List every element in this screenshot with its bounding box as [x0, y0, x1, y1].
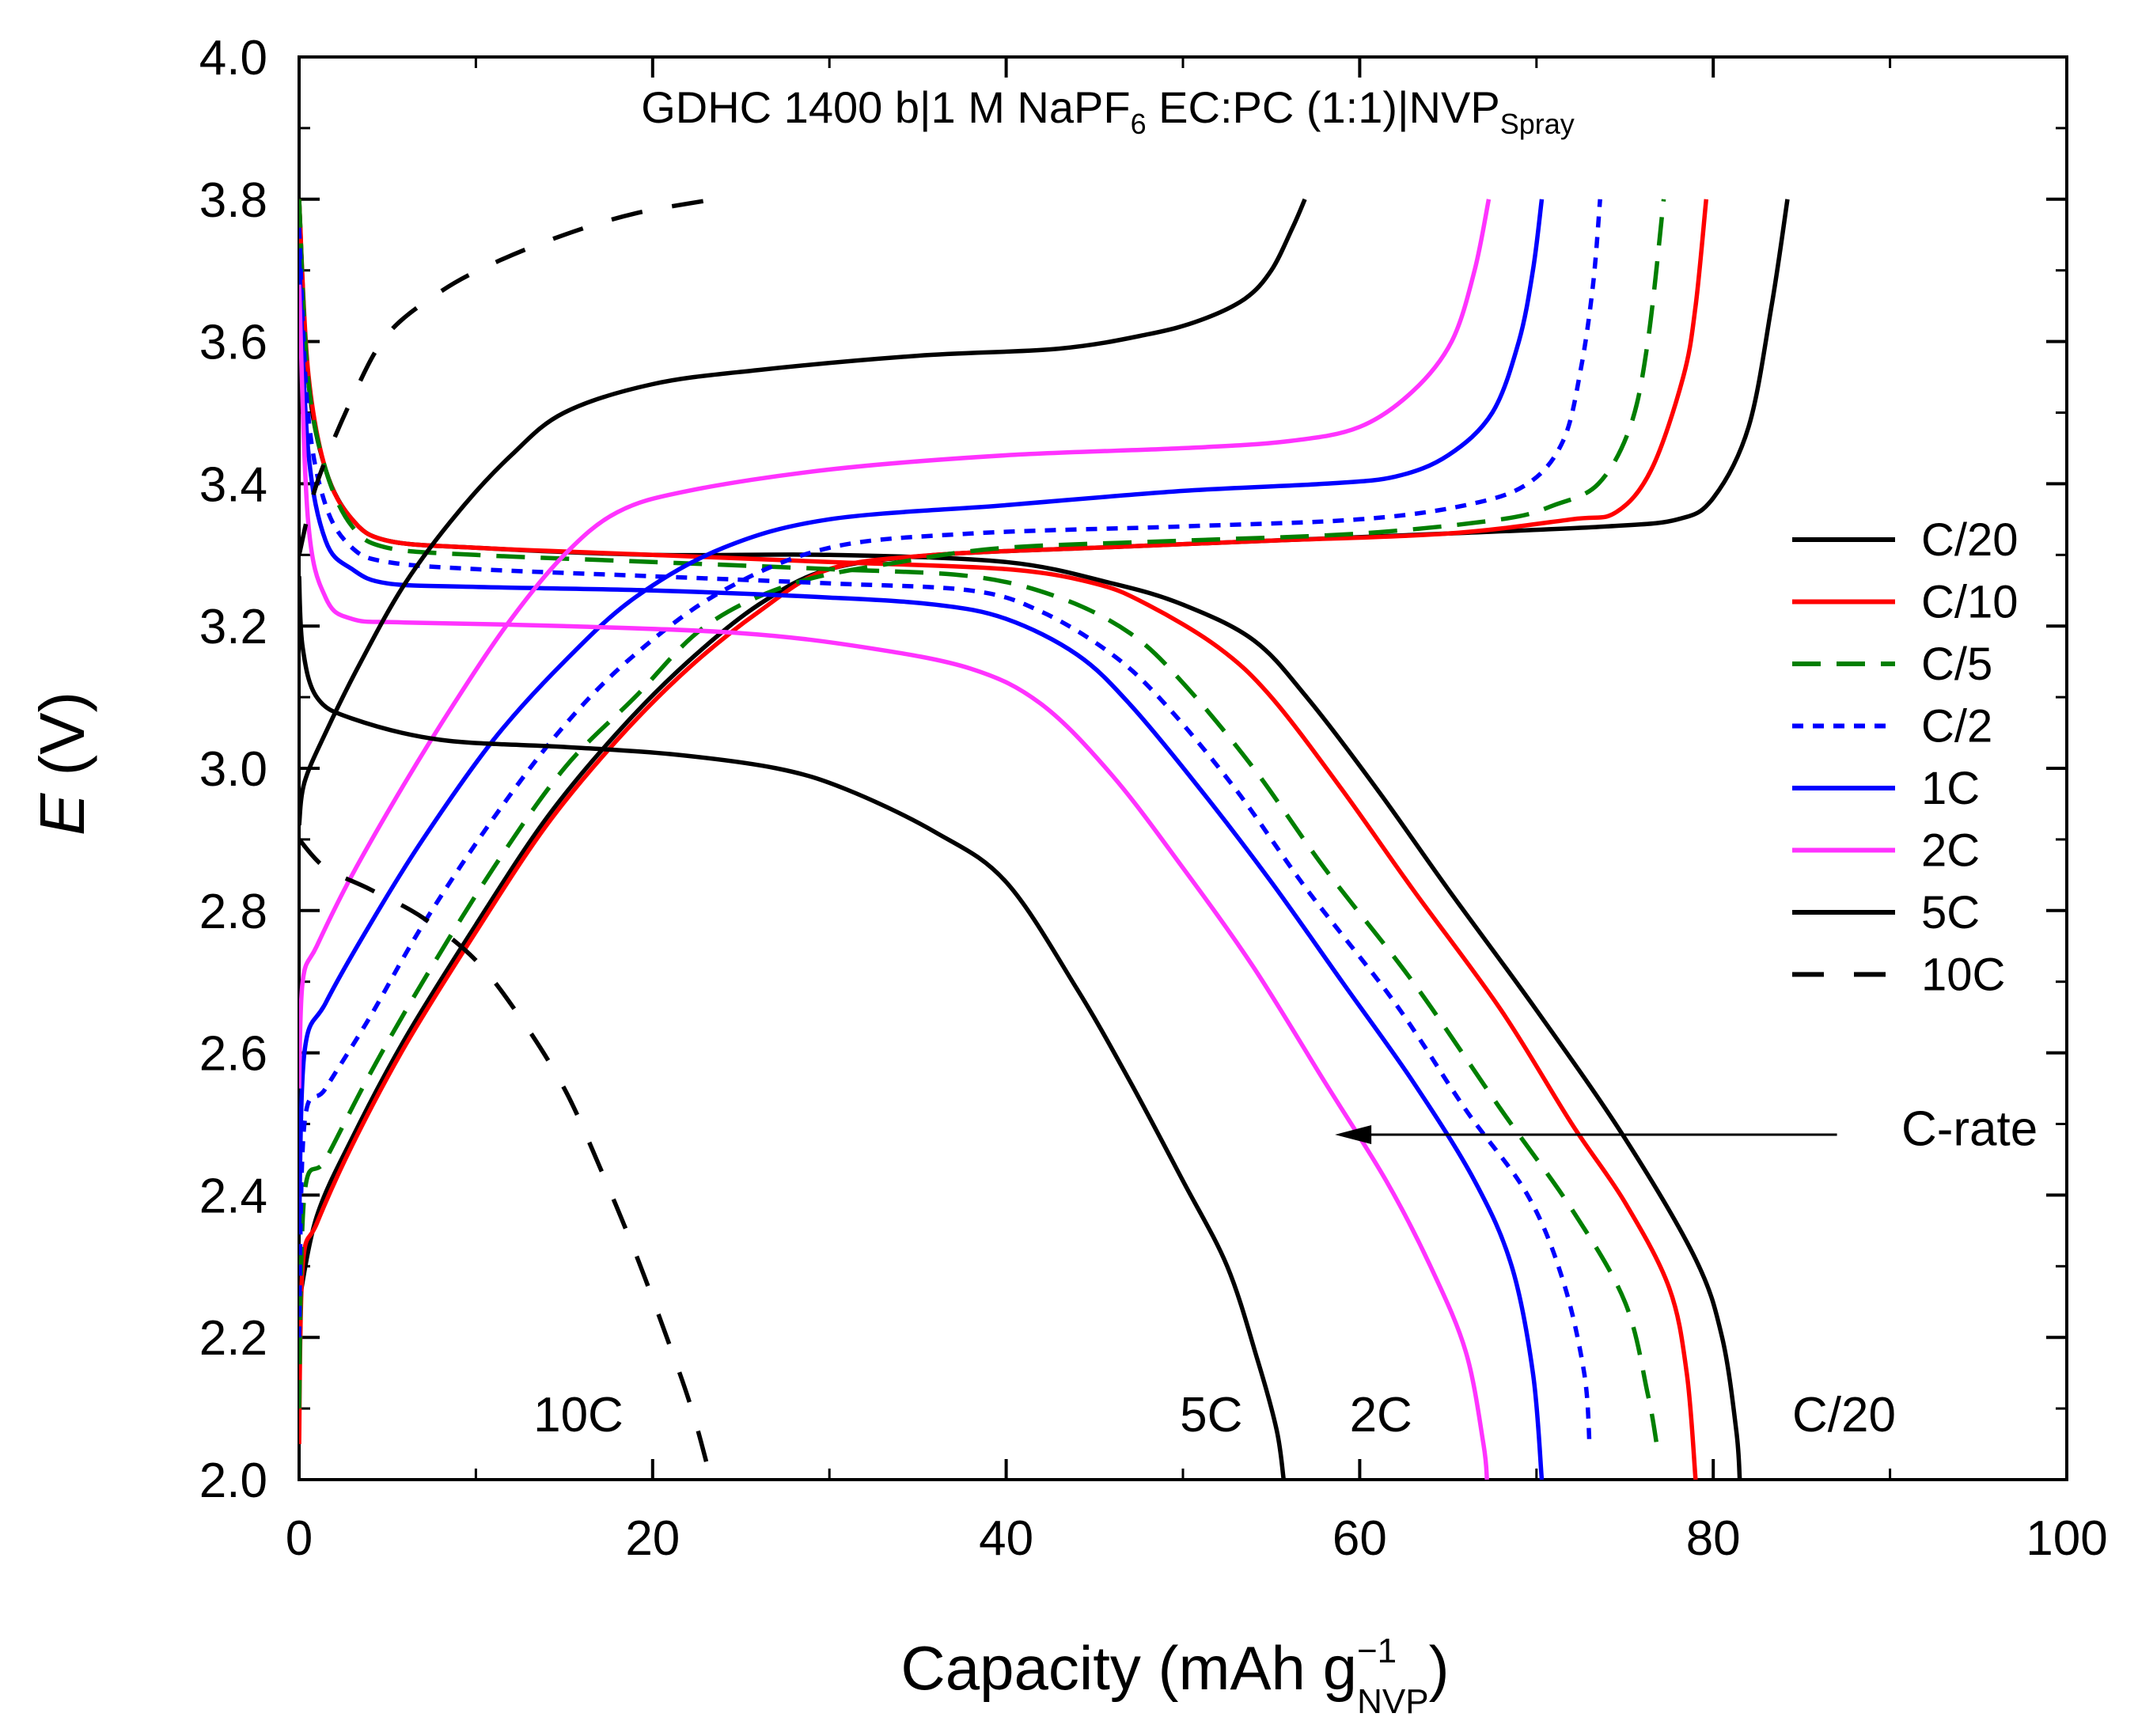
x-axis-label-sub: NVP — [1357, 1682, 1428, 1721]
series-1c-discharge-line — [299, 256, 1545, 1480]
y-axis-label-rest: (V) — [27, 692, 97, 794]
series-c-10-discharge-line — [299, 199, 1698, 1480]
chart-title-sub1: 6 — [1131, 108, 1147, 140]
end-label-2c: 2C — [1350, 1388, 1412, 1442]
annotation-arrow-head — [1335, 1124, 1372, 1144]
y-tick-label: 4.0 — [199, 31, 267, 85]
series-c-20-charge-line — [299, 199, 1790, 1302]
y-axis-label-italic: E — [27, 792, 97, 836]
x-axis-label-main: Capacity (mAh g — [900, 1633, 1357, 1703]
legend-label-2c: 2C — [1921, 825, 1980, 877]
x-axis-label-sup: −1 — [1357, 1632, 1397, 1670]
series-c-20-discharge-line — [299, 199, 1742, 1480]
x-axis-label-end: ) — [1429, 1633, 1450, 1703]
y-tick-label: 2.6 — [199, 1027, 267, 1082]
series-1c-charge-line — [299, 199, 1545, 1231]
y-tick-label: 3.0 — [199, 742, 267, 797]
legend: C/20 C/10 C/5 C/2 1C 2C 5C 10C — [1792, 514, 2019, 1001]
series-c-5-charge-line — [299, 199, 1666, 1409]
y-tick-label: 2.2 — [199, 1311, 267, 1366]
curves — [299, 197, 1790, 1480]
y-tick-label: 3.4 — [199, 457, 267, 512]
y-tick-label: 2.8 — [199, 885, 267, 939]
series-c-10-charge-line — [299, 199, 1709, 1445]
end-label-10c: 10C — [533, 1388, 624, 1442]
series-c-5-discharge-line — [299, 199, 1659, 1445]
legend-label-c-2: C/2 — [1921, 701, 1992, 752]
series-2c-charge-line — [299, 199, 1492, 1089]
y-tick-label: 3.2 — [199, 600, 267, 654]
legend-label-1c: 1C — [1921, 763, 1980, 814]
x-tick-label: 80 — [1686, 1511, 1741, 1566]
end-label-5c: 5C — [1180, 1388, 1242, 1442]
y-tick-label: 3.8 — [199, 173, 267, 228]
series-5c-charge-line — [299, 198, 1307, 826]
legend-label-c-20: C/20 — [1921, 514, 2019, 566]
y-tick-label: 3.6 — [199, 316, 267, 370]
x-tick-label: 20 — [625, 1511, 680, 1566]
series-2c-discharge-line — [299, 284, 1489, 1480]
chart-title-mid: EC:PC (1:1)|NVP — [1147, 82, 1500, 132]
series-10c-charge-line — [299, 197, 715, 555]
x-axis-label: Capacity (mAh g−1 NVP) — [900, 1632, 1449, 1721]
legend-label-c-10: C/10 — [1921, 577, 2019, 628]
x-tick-label: 60 — [1332, 1511, 1387, 1566]
x-tick-label: 100 — [2026, 1511, 2107, 1566]
legend-label-c-5: C/5 — [1921, 639, 1992, 690]
series-c-2-discharge-line — [299, 227, 1592, 1445]
y-axis-label: E (V) — [27, 692, 97, 836]
chart-title: GDHC 1400 b|1 M NaPF6 EC:PC (1:1)|NVPSpr… — [641, 82, 1575, 140]
series-c-2-charge-line — [299, 199, 1602, 1338]
legend-label-10c: 10C — [1921, 949, 2005, 1001]
series-5c-discharge-line — [299, 576, 1287, 1480]
y-tick-label: 2.0 — [199, 1454, 267, 1508]
y-tick-label: 2.4 — [199, 1169, 267, 1223]
chart-title-main: GDHC 1400 b|1 M NaPF — [641, 82, 1130, 132]
chart-title-sub2: Spray — [1500, 108, 1575, 140]
x-tick-label: 40 — [979, 1511, 1033, 1566]
series-10c-discharge-line — [299, 838, 714, 1480]
end-label-c-20: C/20 — [1792, 1388, 1896, 1442]
x-tick-label: 0 — [286, 1511, 313, 1566]
legend-label-5c: 5C — [1921, 887, 1980, 938]
annotation-label: C-rate — [1901, 1101, 2038, 1156]
